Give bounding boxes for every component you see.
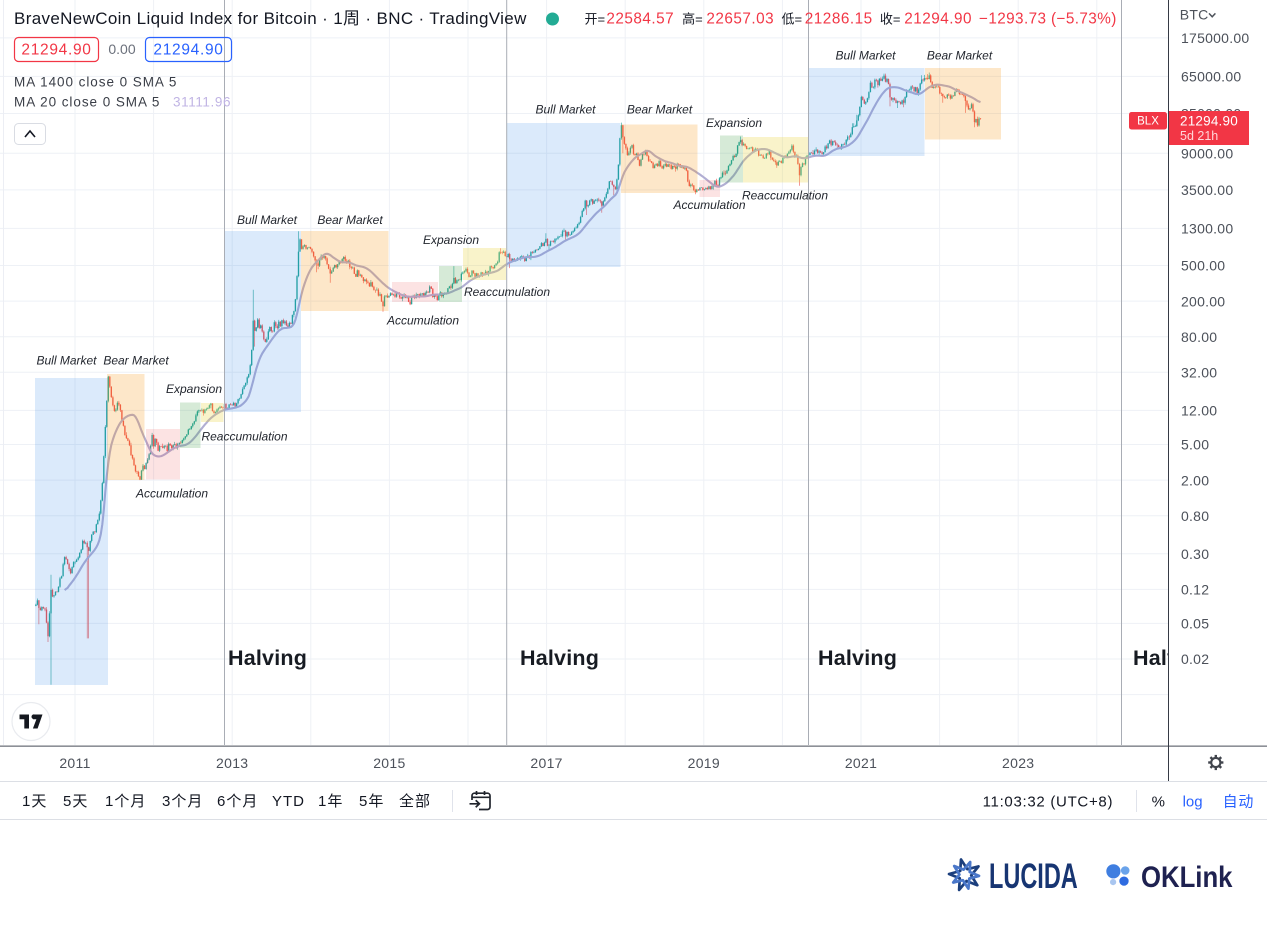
svg-text:21294.90: 21294.90 bbox=[21, 42, 91, 59]
svg-text:低=: 低= bbox=[782, 12, 803, 27]
svg-text:11:03:32 (UTC+8): 11:03:32 (UTC+8) bbox=[983, 794, 1114, 811]
svg-text:1年: 1年 bbox=[318, 793, 343, 810]
svg-text:Reaccumulation: Reaccumulation bbox=[742, 189, 828, 203]
svg-text:YTD: YTD bbox=[272, 793, 305, 810]
svg-text:−1293.73: −1293.73 bbox=[979, 11, 1046, 28]
svg-text:0.05: 0.05 bbox=[1181, 616, 1209, 632]
svg-text:收=: 收= bbox=[880, 12, 901, 27]
svg-text:1300.00: 1300.00 bbox=[1181, 221, 1233, 237]
svg-text:Bull Market: Bull Market bbox=[237, 213, 298, 227]
svg-text:65000.00: 65000.00 bbox=[1181, 69, 1241, 85]
svg-text:500.00: 500.00 bbox=[1181, 258, 1225, 274]
svg-text:Halving: Halving bbox=[520, 646, 599, 670]
svg-text:6个月: 6个月 bbox=[217, 793, 258, 810]
svg-text:Bear Market: Bear Market bbox=[103, 354, 169, 368]
svg-text:Bear Market: Bear Market bbox=[627, 103, 693, 117]
svg-text:2011: 2011 bbox=[59, 755, 90, 771]
svg-text:2015: 2015 bbox=[373, 755, 405, 771]
svg-text:21294.90: 21294.90 bbox=[904, 11, 972, 28]
svg-text:5年: 5年 bbox=[359, 793, 384, 810]
svg-text:Reaccumulation: Reaccumulation bbox=[201, 430, 287, 444]
svg-text:BLX: BLX bbox=[1137, 116, 1159, 128]
svg-text:2019: 2019 bbox=[688, 755, 720, 771]
svg-text:5.00: 5.00 bbox=[1181, 437, 1209, 453]
svg-text:2.00: 2.00 bbox=[1181, 472, 1209, 488]
svg-text:Bull Market: Bull Market bbox=[535, 103, 596, 117]
svg-text:自动: 自动 bbox=[1223, 794, 1255, 811]
svg-text:0.30: 0.30 bbox=[1181, 546, 1209, 562]
svg-text:175000.00: 175000.00 bbox=[1181, 30, 1249, 46]
svg-text:Accumulation: Accumulation bbox=[135, 487, 208, 501]
svg-text:21286.15: 21286.15 bbox=[805, 11, 873, 28]
svg-text:Expansion: Expansion bbox=[166, 382, 222, 396]
svg-text:5天: 5天 bbox=[63, 793, 88, 810]
svg-text:9000.00: 9000.00 bbox=[1181, 145, 1233, 161]
svg-text:0.80: 0.80 bbox=[1181, 508, 1209, 524]
svg-text:200.00: 200.00 bbox=[1181, 293, 1225, 309]
svg-text:log: log bbox=[1183, 794, 1203, 811]
svg-text:1个月: 1个月 bbox=[105, 793, 146, 810]
svg-text:12.00: 12.00 bbox=[1181, 403, 1217, 419]
svg-text:2017: 2017 bbox=[530, 755, 562, 771]
svg-text:(−5.73%): (−5.73%) bbox=[1051, 11, 1117, 28]
svg-text:2023: 2023 bbox=[1002, 755, 1034, 771]
svg-text:2021: 2021 bbox=[845, 755, 877, 771]
svg-text:31111.96: 31111.96 bbox=[173, 95, 231, 110]
svg-text:Reaccumulation: Reaccumulation bbox=[464, 285, 550, 299]
svg-text:Expansion: Expansion bbox=[706, 116, 762, 130]
svg-text:32.00: 32.00 bbox=[1181, 365, 1217, 381]
svg-text:Halving: Halving bbox=[228, 646, 307, 670]
svg-text:1天: 1天 bbox=[22, 793, 47, 810]
svg-text:Halving: Halving bbox=[1133, 646, 1212, 670]
svg-text:Bull Market: Bull Market bbox=[36, 354, 97, 368]
svg-text:Bull Market: Bull Market bbox=[835, 49, 896, 63]
svg-text:0.00: 0.00 bbox=[108, 41, 135, 57]
svg-text:21294.90: 21294.90 bbox=[153, 42, 223, 59]
svg-text:22584.57: 22584.57 bbox=[606, 11, 674, 28]
svg-text:Accumulation: Accumulation bbox=[672, 198, 745, 212]
svg-text:80.00: 80.00 bbox=[1181, 329, 1217, 345]
svg-text:MA 1400 close 0 SMA 5: MA 1400 close 0 SMA 5 bbox=[14, 75, 177, 90]
svg-text:LUCIDA: LUCIDA bbox=[989, 857, 1078, 896]
svg-text:Accumulation: Accumulation bbox=[386, 314, 459, 328]
svg-text:开=: 开= bbox=[585, 12, 606, 27]
svg-text:0.02: 0.02 bbox=[1181, 651, 1209, 667]
svg-text:21294.90: 21294.90 bbox=[1180, 114, 1238, 129]
svg-text:3500.00: 3500.00 bbox=[1181, 182, 1233, 198]
svg-text:22657.03: 22657.03 bbox=[706, 11, 774, 28]
svg-text:0.12: 0.12 bbox=[1181, 582, 1209, 598]
svg-text:Halving: Halving bbox=[818, 646, 897, 670]
svg-text:全部: 全部 bbox=[399, 792, 431, 810]
svg-text:高=: 高= bbox=[682, 12, 703, 27]
svg-text:Bear Market: Bear Market bbox=[317, 213, 383, 227]
svg-text:3个月: 3个月 bbox=[162, 793, 203, 810]
svg-text:%: % bbox=[1152, 794, 1165, 811]
svg-text:2013: 2013 bbox=[216, 755, 248, 771]
svg-text:OKLink: OKLink bbox=[1141, 860, 1233, 893]
svg-text:5d 21h: 5d 21h bbox=[1180, 129, 1218, 143]
svg-text:BraveNewCoin Liquid Index for: BraveNewCoin Liquid Index for Bitcoin · … bbox=[14, 9, 527, 28]
svg-text:Expansion: Expansion bbox=[423, 233, 479, 247]
svg-text:BTC: BTC bbox=[1180, 7, 1209, 23]
svg-text:Bear Market: Bear Market bbox=[927, 49, 993, 63]
svg-text:MA 20 close 0 SMA 5: MA 20 close 0 SMA 5 bbox=[14, 95, 160, 110]
